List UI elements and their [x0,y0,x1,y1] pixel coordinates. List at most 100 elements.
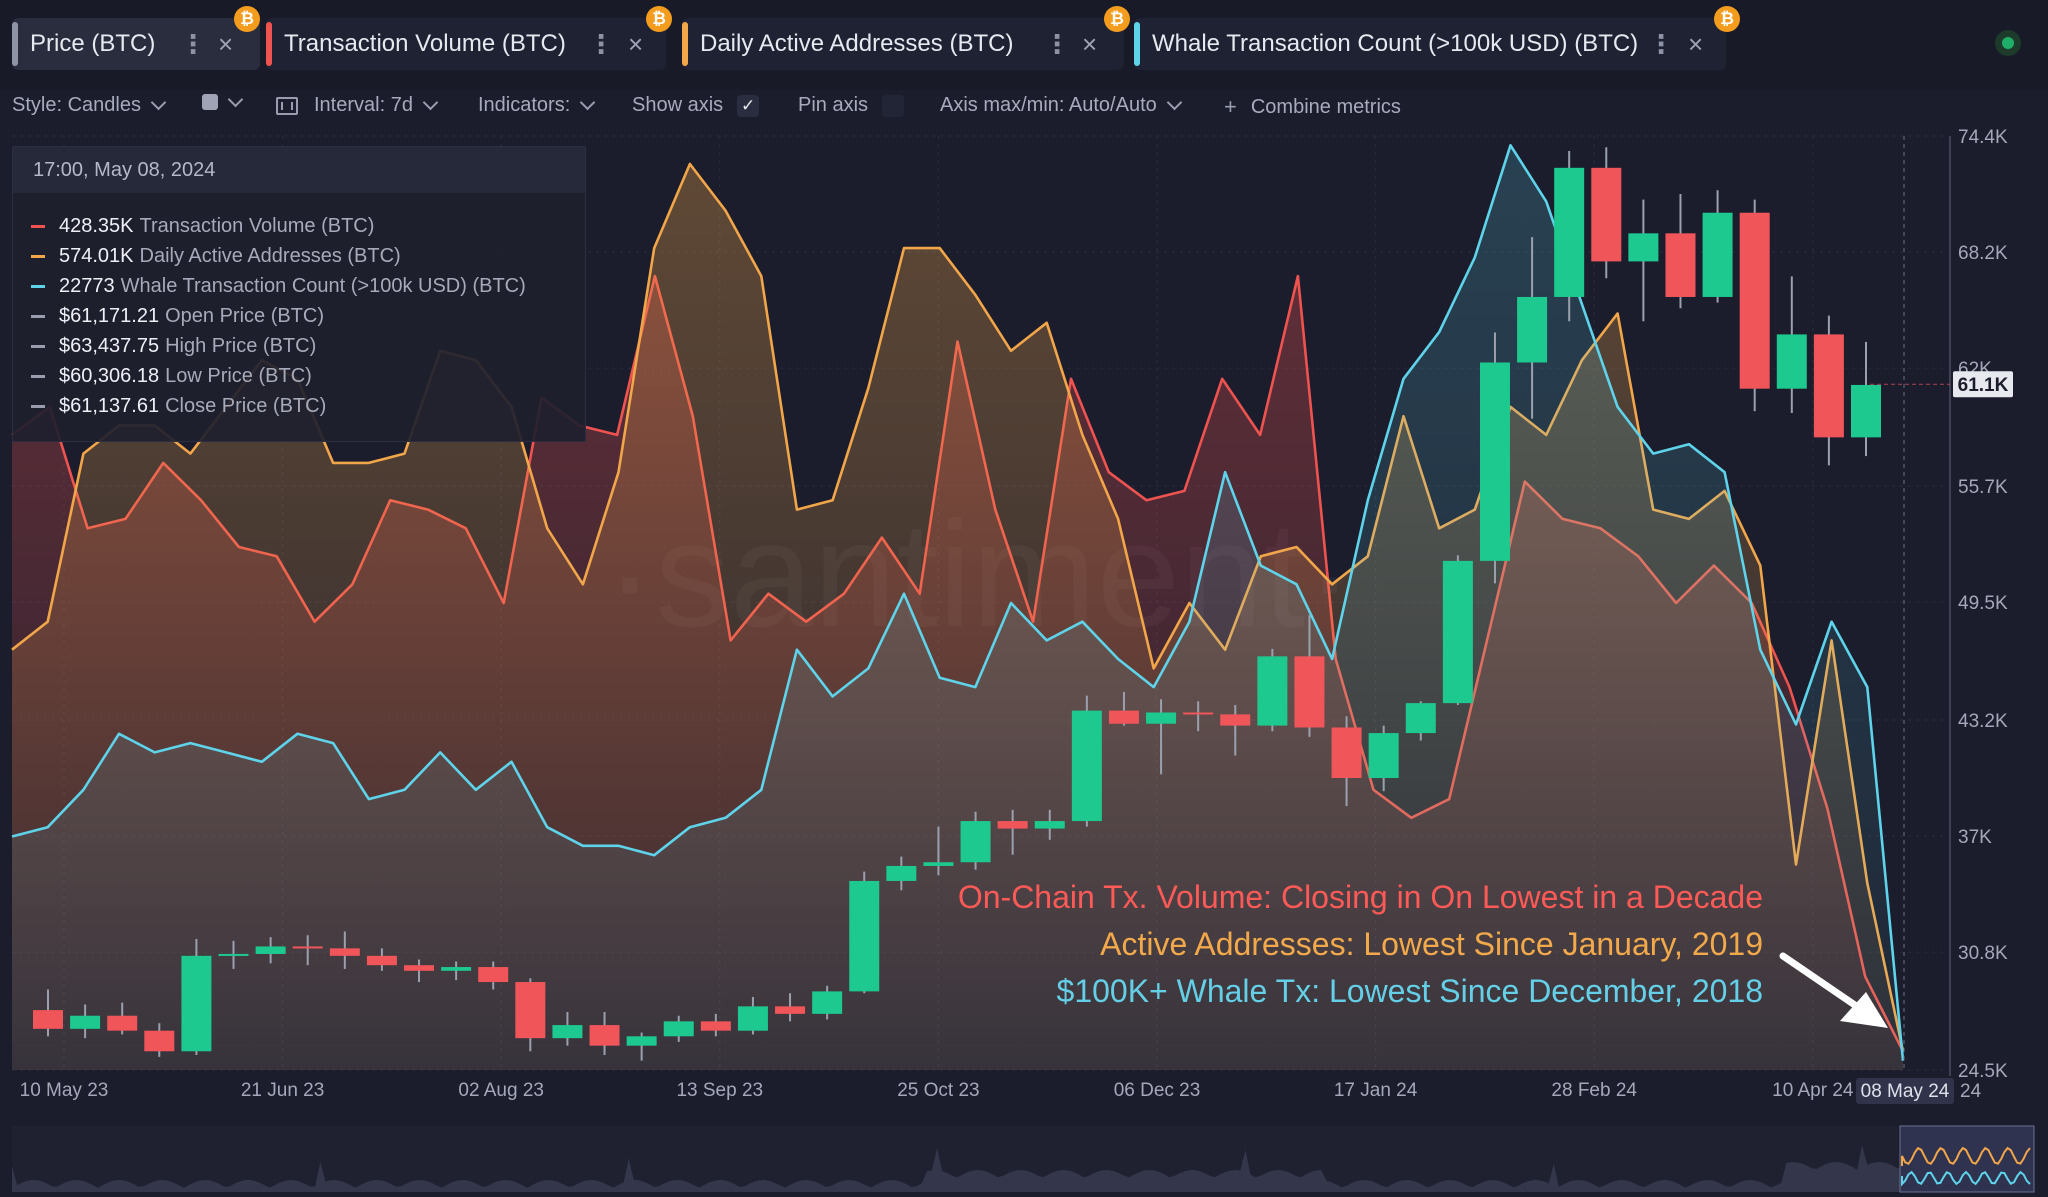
arrow-head [1840,992,1888,1028]
checkmark-icon[interactable]: ✓ [737,94,760,117]
series-line [11,144,1905,1061]
down-arrow-icon [1779,952,1888,1028]
candle-body [1479,362,1510,561]
candle-body [626,1036,657,1046]
chevron-down-icon [150,94,167,111]
tooltip-label: Open Price (BTC) [165,305,325,327]
tooltip-row: 22773 Whale Transaction Count (>100k USD)… [31,275,526,298]
tab-transaction-volume[interactable]: Transaction Volume (BTC) ⋮ × ₿ [266,6,672,70]
tooltip-value: 428.35K [59,215,134,237]
tooltip-row: $61,137.61 Close Price (BTC) [31,395,326,418]
tab-label: Daily Active Addresses (BTC) [700,30,1014,57]
candle-body [1146,712,1177,724]
tab-label: Whale Transaction Count (>100k USD) (BTC… [1152,30,1639,57]
tab-menu-icon[interactable]: ⋮ [588,28,614,59]
cursor-date-label: 08 May 24 [1861,1081,1950,1102]
tab-menu-icon[interactable]: ⋮ [180,28,206,59]
candle-body [33,1010,63,1029]
date-tick-label: 02 Aug 23 [458,1080,544,1101]
candle-body [1702,212,1733,297]
tab-label: Transaction Volume (BTC) [284,30,566,57]
timeline-navigator[interactable] [12,1125,2035,1193]
tooltip-label: Low Price (BTC) [165,365,312,387]
tooltip-row: 428.35K Transaction Volume (BTC) [31,215,374,238]
candle-body [1554,167,1585,297]
calendar-icon [276,96,298,115]
legend-swatch [31,405,45,408]
chevron-down-icon [227,91,244,107]
bitcoin-icon: ₿ [1104,6,1130,32]
tooltip-value: $61,137.61 [59,395,160,417]
plus-icon: + [1224,94,1237,119]
tab-daily-active-addresses[interactable]: Daily Active Addresses (BTC) ⋮ × ₿ [682,6,1130,70]
series-area [12,145,1903,1071]
tab-whale-transaction-count[interactable]: Whale Transaction Count (>100k USD) (BTC… [1134,6,1740,70]
legend-swatch [31,285,45,288]
annotation-whale-tx: $100K+ Whale Tx: Lowest Since December, … [1056,973,1763,1009]
date-tick-label: 28 Feb 24 [1551,1080,1637,1101]
tab-menu-icon[interactable]: ⋮ [1648,28,1674,59]
pin-axis-toggle[interactable]: Pin axis [798,94,905,117]
arrow-shaft [1779,952,1872,1018]
indicators-dropdown[interactable]: Indicators: [478,94,596,117]
current-price-label: 61.1K [1958,375,2009,396]
show-axis-toggle[interactable]: Show axis ✓ [632,94,760,117]
price-tick-label: 37K [1958,827,1992,848]
candle-body [218,953,249,956]
date-tick-label: 10 May 23 [20,1080,109,1101]
axis-maxmin-label: Axis max/min: Auto/Auto [940,94,1157,116]
tooltip-value: $63,437.75 [59,335,160,357]
chevron-down-icon [579,94,596,111]
candle-body [329,948,360,956]
interval-dropdown[interactable]: Interval: 7d [276,94,439,117]
navigator-window [1899,1125,2035,1193]
candlesticks [33,147,1881,1061]
candle-body [1813,334,1844,438]
tooltip-row: 574.01K Daily Active Addresses (BTC) [31,245,401,268]
date-tick-label: 17 Jan 24 [1334,1080,1418,1101]
legend-swatch [31,255,45,258]
tab-price-btc[interactable]: Price (BTC) ⋮ × ₿ [12,6,260,70]
color-picker[interactable] [202,91,244,110]
date-tick-label: 10 Apr 24 [1772,1080,1854,1101]
price-tick-label: 49.5K [1958,593,2008,614]
style-dropdown[interactable]: Style: Candles [12,94,167,117]
candle-body [70,1015,101,1029]
cursor-date-suffix: 24 [1960,1081,1982,1102]
legend-swatch [31,375,45,378]
color-swatch-icon [202,94,218,110]
close-icon[interactable]: × [628,28,644,59]
combine-metrics-button[interactable]: + Combine metrics [1224,94,1401,120]
close-icon[interactable]: × [1082,28,1098,59]
cursor-date-badge [1856,1078,1954,1104]
checkbox-empty-icon[interactable] [882,94,905,117]
candle-body [1851,384,1881,438]
axis-maxmin-dropdown[interactable]: Axis max/min: Auto/Auto [940,94,1183,117]
data-tooltip: 17:00, May 08, 2024 428.35K Transaction V… [12,146,586,442]
tooltip-value: $60,306.18 [59,365,160,387]
date-tick-label: 21 Jun 23 [241,1080,324,1101]
candle-body [589,1025,620,1046]
candle-body [144,1030,175,1052]
tab-color-bar [1134,22,1140,66]
close-icon[interactable]: × [1688,28,1704,59]
bitcoin-icon: ₿ [1714,6,1740,32]
tooltip-value: $61,171.21 [59,305,160,327]
candle-body [1183,712,1214,715]
close-icon[interactable]: × [218,28,234,59]
tooltip-label: Daily Active Addresses (BTC) [139,245,401,267]
price-tick-label: 30.8K [1958,943,2008,964]
tab-color-bar [682,22,688,66]
tab-color-bar [12,22,18,66]
chevron-down-icon [422,94,439,111]
tab-menu-icon[interactable]: ⋮ [1044,28,1070,59]
legend-swatch [31,345,45,348]
legend-swatch [31,315,45,318]
price-tick-label: 74.4K [1958,127,2008,148]
candle-body [886,865,917,881]
candle-body [1442,560,1473,704]
candle-body [1628,233,1659,262]
chevron-down-icon [1166,94,1183,111]
candle-body [923,862,954,866]
candle-body [1034,821,1065,829]
